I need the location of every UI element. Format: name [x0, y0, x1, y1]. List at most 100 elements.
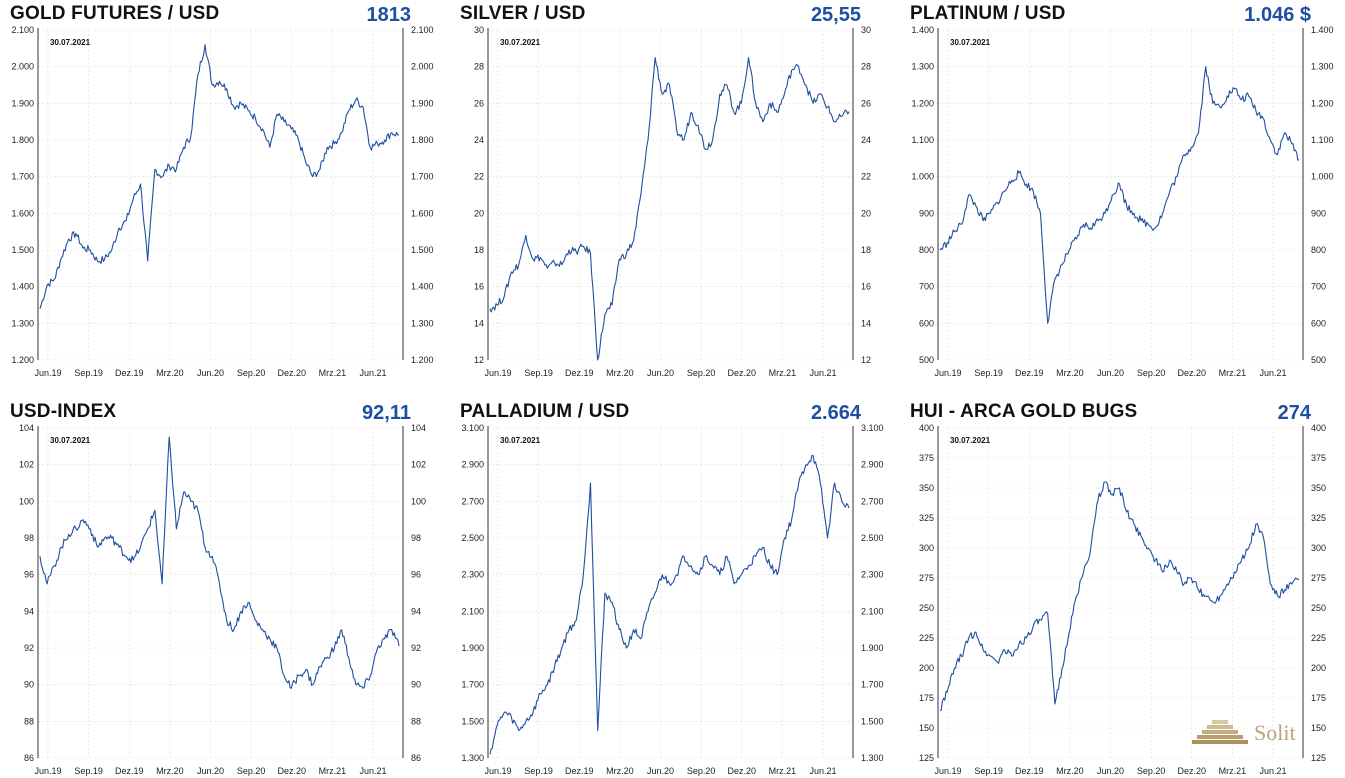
chart-svg: 1.200 1.200 1.300 1.300 1.400 1.400 1.500 1.500…	[11, 25, 434, 378]
y-tick-label-right: 800	[1311, 245, 1326, 255]
x-tick-label: Dez.19	[115, 766, 144, 776]
x-tick-label: Mrz.21	[1219, 766, 1247, 776]
y-tick-label-left: 16	[474, 282, 484, 292]
chart-title: USD-INDEX	[10, 401, 117, 422]
y-tick-label-right: 104	[411, 423, 426, 433]
x-tick-label: Jun.19	[934, 368, 961, 378]
x-tick-label: Mrz.20	[1056, 368, 1084, 378]
y-tick-label-right: 1.900	[861, 643, 884, 653]
y-tick-label-left: 325	[919, 513, 934, 523]
chart-title: GOLD FUTURES / USD	[10, 3, 220, 24]
x-tick-label: Jun.19	[484, 766, 511, 776]
x-tick-label: Sep.19	[74, 766, 103, 776]
x-tick-label: Dez.20	[1177, 766, 1206, 776]
y-tick-label-right: 12	[861, 355, 871, 365]
x-tick-label: Dez.19	[1015, 368, 1044, 378]
y-tick-label-left: 400	[919, 423, 934, 433]
y-tick-label-right: 1.700	[411, 172, 434, 182]
chart-svg: 500 500 600 600 700 700 800 800 900 900 1.000 1.000…	[911, 25, 1334, 378]
y-tick-label-left: 1.300	[11, 318, 34, 328]
x-tick-label: Jun.21	[359, 766, 386, 776]
y-tick-label-right: 325	[1311, 513, 1326, 523]
x-tick-label: Mrz.20	[156, 368, 184, 378]
x-tick-label: Mrz.20	[606, 766, 634, 776]
y-tick-label-left: 1.500	[11, 245, 34, 255]
x-tick-label: Dez.19	[115, 368, 144, 378]
y-tick-label-left: 225	[919, 633, 934, 643]
y-tick-label-right: 86	[411, 753, 421, 763]
y-tick-label-right: 1.100	[1311, 135, 1334, 145]
chart-panel: PLATINUM / USD 1.046 $ 500 500 600 600 700 700 8…	[900, 0, 1345, 380]
pyramid-logo-icon	[1192, 720, 1248, 744]
y-tick-label-right: 150	[1311, 723, 1326, 733]
x-tick-label: Jun.20	[197, 368, 224, 378]
x-tick-label: Sep.19	[74, 368, 103, 378]
date-label: 30.07.2021	[500, 436, 541, 445]
y-tick-label-right: 96	[411, 570, 421, 580]
y-tick-label-right: 2.100	[861, 606, 884, 616]
current-value: 2.664	[810, 402, 861, 424]
y-tick-label-right: 3.100	[861, 423, 884, 433]
x-tick-label: Mrz.21	[319, 766, 347, 776]
x-tick-label: Dez.19	[565, 766, 594, 776]
series-line	[39, 44, 400, 309]
y-tick-label-right: 16	[861, 282, 871, 292]
chart-panel: HUI - ARCA GOLD BUGS 274 125 125 150 150 175 17…	[900, 398, 1345, 778]
y-tick-label-left: 22	[474, 172, 484, 182]
chart-panel: GOLD FUTURES / USD 1813 1.200 1.200 1.300 1.3…	[0, 0, 445, 380]
y-tick-label-left: 2.000	[11, 62, 34, 72]
y-tick-label-left: 2.900	[461, 460, 484, 470]
x-tick-label: Jun.21	[1259, 766, 1286, 776]
y-tick-label-right: 1.200	[411, 355, 434, 365]
y-tick-label-right: 250	[1311, 603, 1326, 613]
y-tick-label-left: 2.700	[461, 496, 484, 506]
y-tick-label-left: 1.700	[461, 680, 484, 690]
y-tick-label-left: 104	[19, 423, 34, 433]
x-tick-label: Dez.20	[277, 766, 306, 776]
x-tick-label: Jun.21	[359, 368, 386, 378]
y-tick-label-right: 1.200	[1311, 98, 1334, 108]
x-tick-label: Mrz.20	[606, 368, 634, 378]
y-tick-label-left: 200	[919, 663, 934, 673]
date-label: 30.07.2021	[50, 38, 91, 47]
chart-title: PLATINUM / USD	[910, 3, 1066, 24]
y-tick-label-right: 350	[1311, 483, 1326, 493]
y-tick-label-left: 600	[919, 318, 934, 328]
chart-svg: 125 125 150 150 175 175 200 200 225 225 250 250 275 2…	[919, 423, 1326, 776]
y-tick-label-left: 1.000	[911, 172, 934, 182]
y-tick-label-right: 2.900	[861, 460, 884, 470]
series-line	[939, 66, 1300, 324]
series-line	[939, 481, 1300, 711]
x-tick-label: Sep.20	[687, 766, 716, 776]
y-tick-label-right: 400	[1311, 423, 1326, 433]
y-tick-label-left: 2.100	[11, 25, 34, 35]
y-tick-label-right: 2.500	[861, 533, 884, 543]
y-tick-label-right: 275	[1311, 573, 1326, 583]
x-tick-label: Jun.21	[1259, 368, 1286, 378]
chart-title: HUI - ARCA GOLD BUGS	[910, 401, 1138, 422]
y-tick-label-left: 88	[24, 716, 34, 726]
series-line	[39, 436, 400, 689]
y-tick-label-left: 1.900	[11, 98, 34, 108]
y-tick-label-left: 1.200	[11, 355, 34, 365]
y-tick-label-right: 1.500	[861, 716, 884, 726]
y-tick-label-left: 2.500	[461, 533, 484, 543]
y-tick-label-left: 100	[19, 496, 34, 506]
y-tick-label-left: 1.400	[11, 282, 34, 292]
y-tick-label-left: 92	[24, 643, 34, 653]
y-tick-label-left: 1.600	[11, 208, 34, 218]
y-tick-label-right: 28	[861, 62, 871, 72]
y-tick-label-left: 1.200	[911, 98, 934, 108]
x-tick-label: Jun.20	[197, 766, 224, 776]
current-value: 92,11	[362, 402, 411, 424]
y-tick-label-left: 1.100	[911, 135, 934, 145]
x-tick-label: Dez.19	[565, 368, 594, 378]
y-tick-label-left: 500	[919, 355, 934, 365]
series-line	[489, 454, 850, 755]
x-tick-label: Sep.20	[1137, 368, 1166, 378]
y-tick-label-right: 1.400	[411, 282, 434, 292]
y-tick-label-left: 1.400	[911, 25, 934, 35]
series-line	[489, 56, 850, 361]
x-tick-label: Jun.19	[34, 368, 61, 378]
y-tick-label-left: 1.300	[911, 62, 934, 72]
